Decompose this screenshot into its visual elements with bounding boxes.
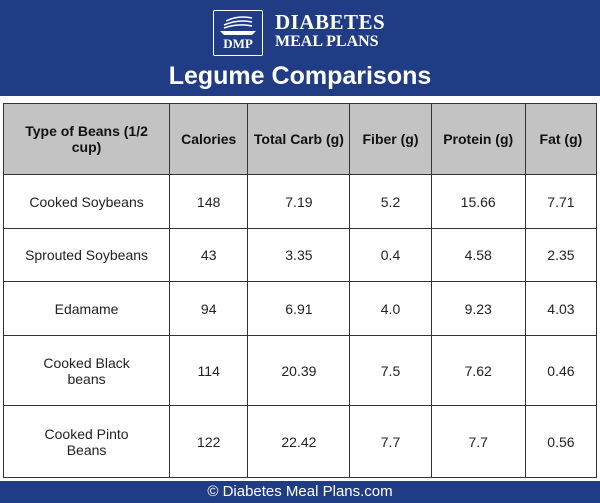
value-cell: 7.7 xyxy=(349,405,432,478)
bean-name-cell: Cooked Black beans xyxy=(2,335,171,406)
column-header: Type of Beans (1/2 cup) xyxy=(2,103,171,175)
value-cell: 0.4 xyxy=(349,228,432,282)
bean-name-cell: Cooked Soybeans xyxy=(2,174,171,229)
value-cell: 7.62 xyxy=(430,335,526,406)
table-row: Sprouted Soybeans 43 3.35 0.4 4.58 2.35 xyxy=(2,228,598,282)
logo: DMP DIABETES MEAL PLANS xyxy=(213,10,453,60)
value-cell: 22.42 xyxy=(247,405,351,478)
brand-line2: MEAL PLANS xyxy=(275,33,379,50)
value-cell: 6.91 xyxy=(247,281,351,336)
value-cell: 7.5 xyxy=(349,335,432,406)
column-header: Fiber (g) xyxy=(349,103,432,175)
value-cell: 20.39 xyxy=(247,335,351,406)
brand-name: DIABETES MEAL PLANS xyxy=(275,12,385,52)
legume-table: Type of Beans (1/2 cup) Calories Total Car… xyxy=(2,103,598,478)
dmp-badge-logo: DMP xyxy=(213,10,263,56)
value-cell: 4.03 xyxy=(524,281,598,336)
value-cell: 43 xyxy=(169,228,249,282)
header-banner: DMP DIABETES MEAL PLANS Legume Compariso… xyxy=(0,0,600,96)
value-cell: 7.7 xyxy=(430,405,526,478)
column-header: Fat (g) xyxy=(524,103,598,175)
table-row: Cooked Soybeans 148 7.19 5.2 15.66 7.71 xyxy=(2,174,598,229)
value-cell: 4.58 xyxy=(430,228,526,282)
value-cell: 7.71 xyxy=(524,174,598,229)
value-cell: 94 xyxy=(169,281,249,336)
badge-text: DMP xyxy=(223,36,253,51)
value-cell: 3.35 xyxy=(247,228,351,282)
value-cell: 114 xyxy=(169,335,249,406)
header-row: Type of Beans (1/2 cup) Calories Total Car… xyxy=(2,103,598,175)
table-row: Cooked Black beans 114 20.39 7.5 7.62 0.46 xyxy=(2,335,598,406)
footer-copyright: © Diabetes Meal Plans.com xyxy=(0,481,600,503)
column-header: Protein (g) xyxy=(430,103,526,175)
value-cell: 0.56 xyxy=(524,405,598,478)
column-header: Total Carb (g) xyxy=(247,103,351,175)
value-cell: 148 xyxy=(169,174,249,229)
value-cell: 4.0 xyxy=(349,281,432,336)
value-cell: 7.19 xyxy=(247,174,351,229)
page-title: Legume Comparisons xyxy=(168,62,432,90)
bean-name-cell: Cooked Pinto Beans xyxy=(2,405,171,478)
table-row: Edamame 94 6.91 4.0 9.23 4.03 xyxy=(2,281,598,336)
value-cell: 2.35 xyxy=(524,228,598,282)
plate-icon xyxy=(220,16,256,35)
bean-name-cell: Edamame xyxy=(2,281,171,336)
value-cell: 5.2 xyxy=(349,174,432,229)
column-header: Calories xyxy=(169,103,249,175)
value-cell: 0.46 xyxy=(524,335,598,406)
table-row: Cooked Pinto Beans 122 22.42 7.7 7.7 0.56 xyxy=(2,405,598,478)
value-cell: 122 xyxy=(169,405,249,478)
value-cell: 15.66 xyxy=(430,174,526,229)
bean-name-cell: Sprouted Soybeans xyxy=(2,228,171,282)
value-cell: 9.23 xyxy=(430,281,526,336)
brand-line1: DIABETES xyxy=(275,10,386,34)
